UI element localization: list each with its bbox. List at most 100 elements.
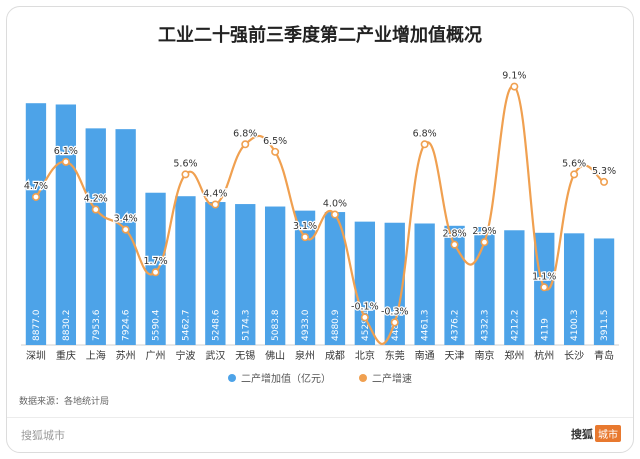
bar-3 [115, 129, 136, 345]
chart-canvas: 8877.0 深圳 8830.2 重庆 7953.6 上海 7924.6 苏州 5590.4 广州… [21, 69, 619, 362]
bar-19 [593, 238, 615, 345]
growth-label-2: 4.2% [84, 194, 108, 205]
growth-label-18: 5.6% [562, 158, 586, 169]
legend: 二产增加值（亿元） 二产增速 [7, 370, 633, 385]
x-tick-label-6: 武汉 [205, 349, 225, 362]
growth-label-7: 6.8% [233, 128, 257, 139]
bar-1 [55, 104, 77, 345]
growth-point-17 [540, 283, 549, 292]
growth-label-17: 1.1% [532, 271, 556, 282]
growth-point-12 [390, 318, 399, 327]
x-tick-label-8: 佛山 [265, 349, 285, 362]
growth-label-4: 1.7% [143, 256, 167, 267]
x-tick-label-19: 青岛 [594, 349, 614, 362]
growth-point-1 [61, 157, 70, 166]
chart-card: 工业二十强前三季度第二产业增加值概况 8877.0 深圳 8830.2 重庆 7953.… [6, 6, 634, 453]
brand-logo-right: 搜狐 城市 [571, 425, 621, 442]
bar-label-3: 7924.6 [122, 309, 132, 341]
x-tick-label-18: 长沙 [564, 350, 584, 362]
bar-label-16: 4212.2 [510, 310, 520, 341]
x-tick-label-12: 东莞 [385, 349, 405, 362]
growth-label-11: -0.1% [351, 301, 379, 312]
growth-label-6: 4.4% [203, 189, 227, 200]
growth-point-18 [570, 170, 579, 179]
growth-point-3 [121, 225, 130, 234]
x-tick-label-16: 郑州 [504, 349, 524, 362]
x-tick-label-17: 杭州 [534, 349, 554, 362]
bar-13 [414, 223, 435, 345]
x-tick-label-0: 深圳 [26, 350, 46, 362]
x-tick-label-4: 广州 [146, 350, 166, 362]
growth-point-6 [211, 200, 220, 209]
growth-point-7 [241, 140, 250, 149]
brand-watermark-left: 搜狐城市 [21, 429, 65, 442]
growth-point-5 [181, 170, 190, 179]
growth-point-15 [480, 238, 489, 247]
bar-label-1: 8830.2 [62, 310, 72, 342]
growth-point-10 [330, 210, 339, 219]
growth-point-16 [510, 82, 519, 91]
growth-label-16: 9.1% [502, 71, 526, 82]
growth-point-0 [31, 192, 40, 201]
growth-label-12: -0.3% [381, 306, 409, 317]
bar-label-5: 5462.7 [181, 310, 191, 342]
bar-label-2: 7953.6 [92, 309, 102, 341]
bar-9 [294, 210, 316, 345]
x-tick-label-1: 重庆 [56, 349, 76, 362]
bar-16 [504, 230, 525, 345]
legend-item-bar[interactable]: 二产增加值（亿元） [228, 370, 331, 385]
bar-label-10: 4880.9 [331, 309, 341, 341]
growth-label-8: 6.5% [263, 136, 287, 147]
chart-title: 工业二十强前三季度第二产业增加值概况 [158, 25, 482, 46]
x-tick-label-9: 泉州 [295, 349, 315, 362]
x-tick-label-14: 天津 [445, 350, 465, 362]
bar-0 [25, 103, 47, 345]
growth-label-19: 5.3% [592, 166, 616, 177]
growth-point-2 [91, 205, 100, 214]
growth-label-0: 4.7% [24, 181, 48, 192]
growth-point-19 [600, 177, 609, 186]
bar-18 [563, 233, 585, 345]
bar-label-7: 5174.3 [241, 310, 251, 342]
bar-label-8: 5083.8 [271, 309, 281, 341]
growth-point-14 [450, 240, 459, 249]
bar-14 [444, 225, 465, 345]
bar-label-6: 5248.6 [211, 309, 221, 341]
x-tick-label-7: 无锡 [235, 349, 255, 362]
bar-label-9: 4933.0 [301, 309, 311, 341]
source-note: 数据来源：各地统计局 [19, 397, 110, 407]
growth-label-9: 3.1% [293, 221, 317, 232]
growth-label-3: 3.4% [114, 214, 138, 225]
bar-label-4: 5590.4 [152, 309, 162, 341]
legend-line-swatch-icon [359, 373, 367, 382]
brand-logo-badge: 城市 [595, 425, 621, 442]
x-tick-label-10: 成都 [325, 350, 345, 362]
legend-line-label: 二产增速 [372, 374, 412, 385]
brand-logo-text: 搜狐 [571, 427, 593, 441]
bar-6 [205, 202, 226, 345]
bar-label-15: 4332.3 [480, 310, 490, 342]
growth-point-4 [151, 268, 160, 277]
bar-10 [324, 212, 346, 345]
growth-label-10: 4.0% [323, 199, 347, 210]
bar-label-19: 3911.5 [600, 310, 610, 342]
bar-11 [354, 221, 376, 345]
legend-bar-label: 二产增加值（亿元） [241, 374, 331, 385]
x-tick-label-5: 宁波 [175, 349, 195, 362]
bar-15 [474, 226, 495, 345]
growth-point-11 [360, 313, 369, 322]
growth-label-14: 2.8% [442, 229, 466, 240]
bar-8 [264, 206, 286, 345]
x-tick-label-15: 南京 [474, 349, 494, 362]
x-tick-label-11: 北京 [355, 349, 375, 362]
bar-label-11: 4529.1 [361, 310, 371, 342]
bar-5 [175, 196, 196, 345]
legend-item-line[interactable]: 二产增速 [359, 370, 412, 385]
growth-label-15: 2.9% [472, 226, 496, 237]
growth-point-8 [271, 147, 280, 156]
bar-label-14: 4376.2 [451, 310, 461, 342]
bar-7 [235, 204, 256, 345]
bar-2 [85, 128, 106, 345]
bar-12 [384, 222, 405, 345]
legend-bar-swatch-icon [228, 373, 236, 382]
